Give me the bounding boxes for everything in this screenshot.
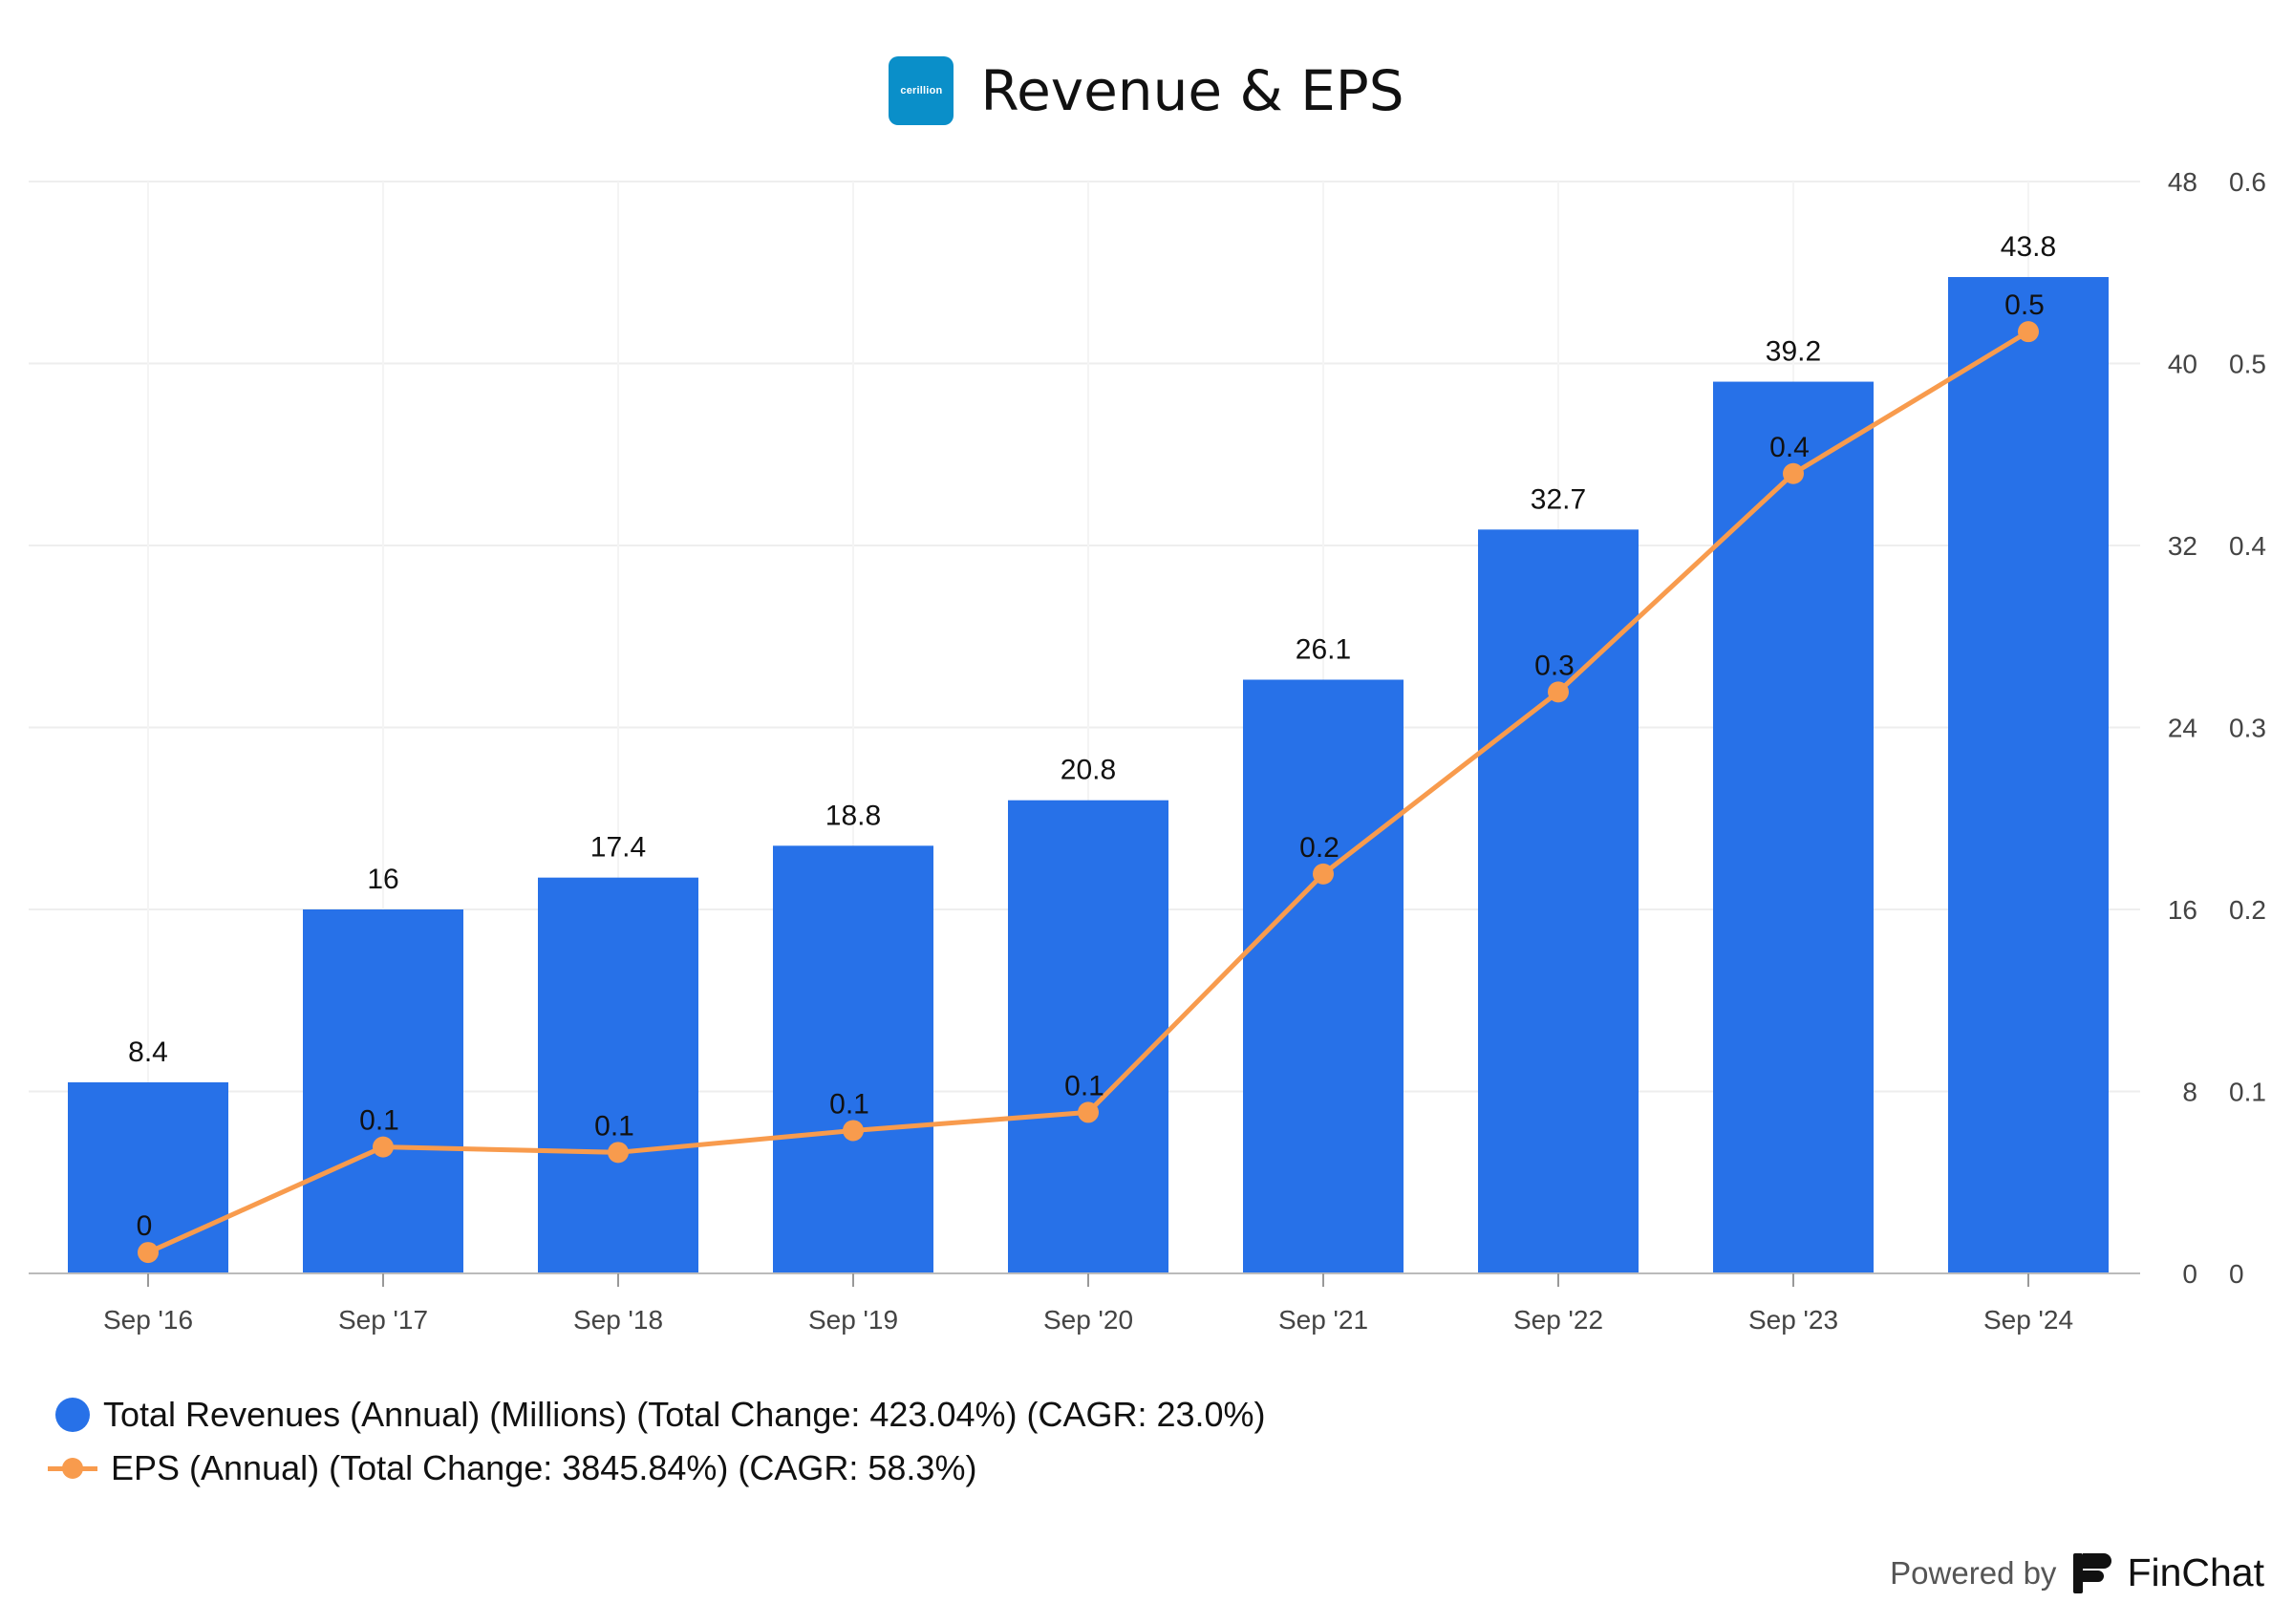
x-tick-label: Sep '22 bbox=[1513, 1305, 1603, 1335]
y-left-tick-label: 24 bbox=[2168, 714, 2197, 743]
revenue-bar bbox=[1478, 529, 1639, 1273]
y-left-tick-label: 32 bbox=[2168, 531, 2197, 561]
eps-point bbox=[843, 1120, 864, 1142]
legend-label-revenue: Total Revenues (Annual) (Millions) (Tota… bbox=[103, 1395, 1266, 1434]
revenue-data-label: 17.4 bbox=[590, 832, 646, 864]
revenue-bar bbox=[1243, 679, 1404, 1273]
x-tick-label: Sep '18 bbox=[573, 1305, 663, 1335]
eps-data-label: 0 bbox=[137, 1210, 153, 1242]
x-tick-label: Sep '21 bbox=[1278, 1305, 1368, 1335]
powered-by-footer: Powered by FinChat bbox=[1890, 1550, 2264, 1595]
eps-point bbox=[138, 1242, 159, 1264]
eps-point bbox=[1548, 681, 1569, 703]
revenue-eps-chart: Sep '16 Sep '17 Sep '18 Sep '19 Sep '20 Sep '… bbox=[29, 167, 2266, 1335]
eps-data-label: 0.1 bbox=[359, 1105, 399, 1137]
logo-text: cerillion bbox=[900, 85, 943, 96]
eps-point bbox=[2018, 321, 2039, 343]
revenue-data-label: 8.4 bbox=[128, 1036, 168, 1068]
eps-data-label: 0.4 bbox=[1769, 432, 1810, 463]
y-axes: 0 0 8 0.1 16 0.2 24 0.3 32 0.4 40 0.5 48 0.6 bbox=[2168, 167, 2266, 1289]
powered-by-text: Powered by bbox=[1890, 1554, 2057, 1591]
finchat-logo-icon bbox=[2073, 1552, 2112, 1593]
y-left-tick-label: 40 bbox=[2168, 350, 2197, 379]
revenue-bar bbox=[538, 877, 698, 1273]
x-tick-label: Sep '20 bbox=[1043, 1305, 1133, 1335]
eps-legend-marker bbox=[48, 1451, 97, 1485]
y-right-tick-label: 0.2 bbox=[2229, 895, 2266, 925]
y-left-tick-label: 16 bbox=[2168, 895, 2197, 925]
eps-point bbox=[1078, 1101, 1099, 1123]
eps-data-label: 0.1 bbox=[594, 1110, 634, 1142]
revenue-data-label: 20.8 bbox=[1061, 755, 1116, 786]
revenue-bar bbox=[1948, 277, 2109, 1274]
legend-item-revenue[interactable]: Total Revenues (Annual) (Millions) (Tota… bbox=[48, 1391, 1266, 1439]
eps-data-label: 0.5 bbox=[2004, 289, 2045, 321]
eps-data-label: 0.1 bbox=[829, 1088, 869, 1120]
x-tick-label: Sep '19 bbox=[808, 1305, 898, 1335]
cerillion-logo: cerillion bbox=[889, 56, 954, 125]
revenue-data-label: 16 bbox=[367, 864, 398, 895]
revenue-bar bbox=[1008, 800, 1168, 1273]
y-right-tick-label: 0.1 bbox=[2229, 1078, 2266, 1107]
y-right-tick-label: 0.5 bbox=[2229, 350, 2266, 379]
x-tick-label: Sep '24 bbox=[1983, 1305, 2073, 1335]
eps-point bbox=[1783, 462, 1804, 484]
revenue-bar bbox=[1713, 381, 1874, 1273]
data-labels: 8.4 16 17.4 18.8 20.8 26.1 32.7 39.2 43.8 0 0.1 0.1… bbox=[128, 231, 2056, 1242]
y-left-tick-label: 0 bbox=[2182, 1259, 2197, 1289]
revenue-data-label: 32.7 bbox=[1531, 483, 1586, 515]
eps-data-label: 0.2 bbox=[1299, 832, 1339, 864]
y-right-tick-label: 0.3 bbox=[2229, 714, 2266, 743]
eps-data-label: 0.3 bbox=[1534, 650, 1575, 681]
x-tick-label: Sep '16 bbox=[103, 1305, 193, 1335]
revenue-bar bbox=[68, 1081, 228, 1273]
y-left-tick-label: 8 bbox=[2182, 1078, 2197, 1107]
revenue-data-label: 18.8 bbox=[825, 800, 881, 831]
revenue-data-label: 39.2 bbox=[1766, 336, 1821, 368]
finchat-brand-name: FinChat bbox=[2127, 1550, 2264, 1594]
x-tick-label: Sep '23 bbox=[1748, 1305, 1838, 1335]
x-tick-label: Sep '17 bbox=[338, 1305, 428, 1335]
y-right-tick-label: 0.6 bbox=[2229, 167, 2266, 197]
x-axis: Sep '16 Sep '17 Sep '18 Sep '19 Sep '20 Sep '… bbox=[29, 1272, 2140, 1335]
revenue-legend-marker bbox=[55, 1398, 90, 1432]
revenue-data-label: 26.1 bbox=[1296, 633, 1351, 665]
eps-point bbox=[608, 1142, 629, 1164]
eps-point bbox=[1313, 863, 1334, 885]
chart-title: Revenue & EPS bbox=[980, 58, 1404, 123]
chart-header: cerillion Revenue & EPS bbox=[0, 50, 2293, 132]
legend-item-eps[interactable]: EPS (Annual) (Total Change: 3845.84%) (C… bbox=[48, 1444, 976, 1492]
y-right-tick-label: 0 bbox=[2229, 1259, 2244, 1289]
eps-data-label: 0.1 bbox=[1064, 1070, 1104, 1101]
y-left-tick-label: 48 bbox=[2168, 167, 2197, 197]
eps-line bbox=[138, 321, 2039, 1264]
revenue-bars bbox=[68, 277, 2109, 1274]
revenue-data-label: 43.8 bbox=[2001, 231, 2056, 263]
eps-point bbox=[373, 1136, 394, 1158]
revenue-bar bbox=[773, 845, 933, 1273]
revenue-bar bbox=[303, 909, 463, 1273]
legend-label-eps: EPS (Annual) (Total Change: 3845.84%) (C… bbox=[111, 1448, 977, 1487]
y-right-tick-label: 0.4 bbox=[2229, 531, 2266, 561]
